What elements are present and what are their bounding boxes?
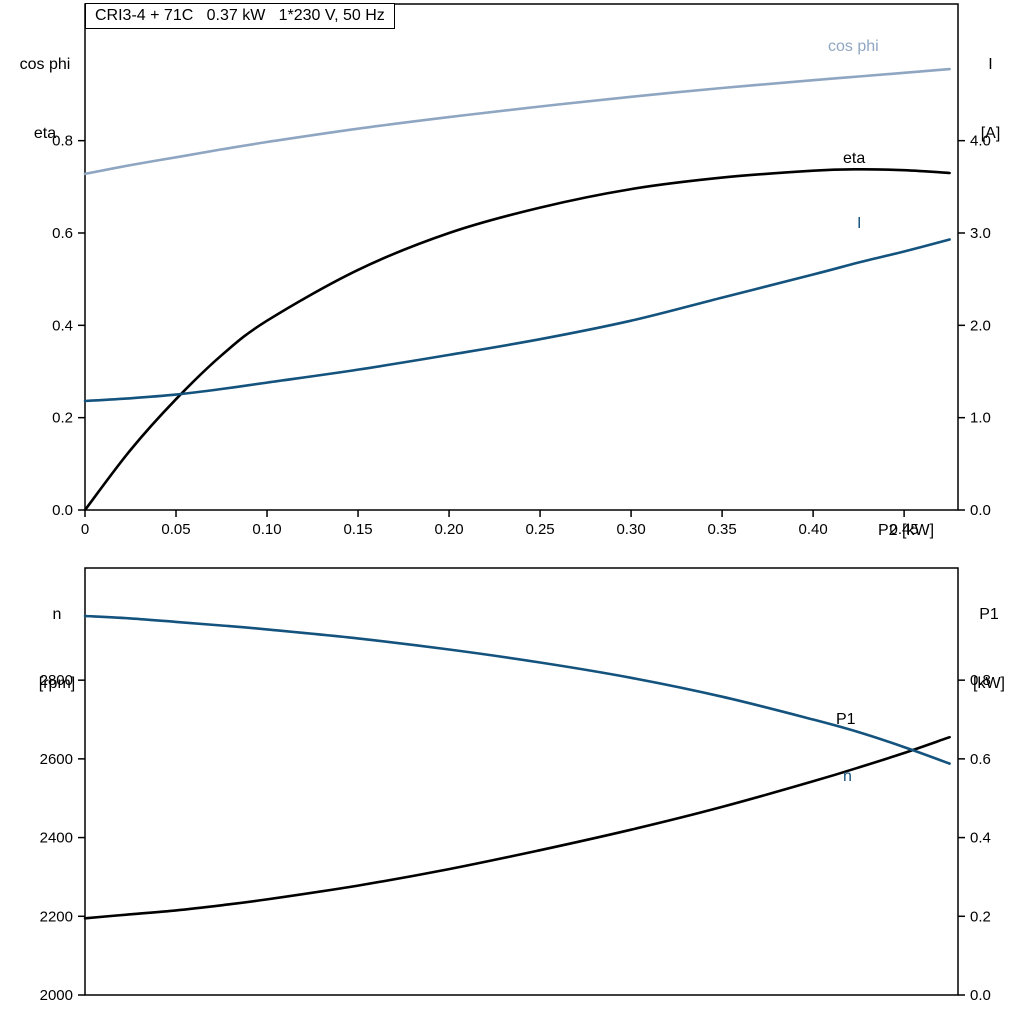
bottom-right-axis-title: P1 [kW] bbox=[960, 557, 1018, 741]
series-label-n: n bbox=[843, 768, 852, 785]
right-axis-title-line2: [A] bbox=[980, 125, 1001, 142]
x-tick-label: 0.05 bbox=[161, 521, 190, 538]
x-tick-label: 0.25 bbox=[525, 521, 554, 538]
right-tick-label: 0.2 bbox=[970, 908, 991, 925]
right-tick-label: 4.0 bbox=[970, 133, 991, 150]
plot-frame bbox=[84, 3, 959, 511]
left-tick-label: 0.2 bbox=[52, 410, 73, 427]
left-tick-label: 0.6 bbox=[52, 225, 73, 242]
plot-frame bbox=[84, 567, 959, 996]
left-tick-label: 2600 bbox=[40, 751, 73, 768]
right-axis-title-line2: [kW] bbox=[973, 675, 1005, 692]
left-tick-label: 0.4 bbox=[52, 317, 73, 334]
bottom-chart: 2000 2200 2400 2600 2800 0.0 0.2 0.4 0.6 0.8 P1 n bbox=[40, 567, 991, 1004]
left-axis-title-line2: eta bbox=[33, 125, 57, 142]
x-tick-label: 0.40 bbox=[799, 521, 828, 538]
right-axis-title-line1: P1 bbox=[979, 606, 999, 623]
x-tick-label: 0.35 bbox=[707, 521, 736, 538]
series-label-cos-phi: cos phi bbox=[828, 38, 879, 55]
x-axis-label: P2 [kW] bbox=[878, 522, 935, 539]
right-tick-label: 0.0 bbox=[970, 987, 991, 1004]
chart-title-box: CRI3-4 + 71C 0.37 kW 1*230 V, 50 Hz bbox=[85, 3, 395, 29]
left-tick-label: 2800 bbox=[40, 672, 73, 689]
top-chart: 0.0 0.2 0.4 0.6 0.8 0.0 1.0 2.0 3.0 4.0 0 0.05 0.10 0… bbox=[52, 3, 991, 538]
right-tick-label: 0.0 bbox=[970, 502, 991, 519]
top-left-axis-title: cos phi eta bbox=[0, 7, 90, 191]
series-I bbox=[83, 238, 951, 403]
right-axis-title-line1: I bbox=[988, 56, 993, 73]
top-right-axis-title: I [A] bbox=[963, 7, 1018, 191]
left-axis-title-line1: n bbox=[52, 606, 62, 623]
x-tick-label: 0.30 bbox=[616, 521, 645, 538]
left-tick-label: 2200 bbox=[40, 908, 73, 925]
right-tick-label: 2.0 bbox=[970, 317, 991, 334]
left-tick-label: 0.8 bbox=[52, 133, 73, 150]
right-tick-label: 0.4 bbox=[970, 830, 991, 847]
x-tick-label: 0.15 bbox=[343, 521, 372, 538]
x-tick-label: 0 bbox=[81, 521, 89, 538]
x-tick-label: 0.20 bbox=[434, 521, 463, 538]
left-tick-label: 2000 bbox=[40, 987, 73, 1004]
x-tick-label: 0.10 bbox=[252, 521, 281, 538]
right-tick-label: 0.6 bbox=[970, 751, 991, 768]
left-tick-label: 2400 bbox=[40, 830, 73, 847]
left-tick-label: 0.0 bbox=[52, 502, 73, 519]
bottom-left-axis-title: n [rpm] bbox=[12, 557, 102, 741]
series-label-I: I bbox=[857, 215, 861, 232]
series-label-eta: eta bbox=[843, 150, 865, 167]
series-P1 bbox=[83, 735, 951, 920]
right-tick-label: 3.0 bbox=[970, 225, 991, 242]
x-tick-label: 0.45 bbox=[890, 521, 919, 538]
series-eta bbox=[83, 167, 951, 512]
left-axis-title-line1: cos phi bbox=[19, 56, 71, 73]
series-cos-phi bbox=[83, 67, 951, 176]
right-tick-label: 1.0 bbox=[970, 410, 991, 427]
series-label-P1: P1 bbox=[836, 711, 856, 728]
left-axis-title-line2: [rpm] bbox=[38, 675, 76, 692]
series-n bbox=[83, 614, 951, 765]
right-tick-label: 0.8 bbox=[970, 672, 991, 689]
